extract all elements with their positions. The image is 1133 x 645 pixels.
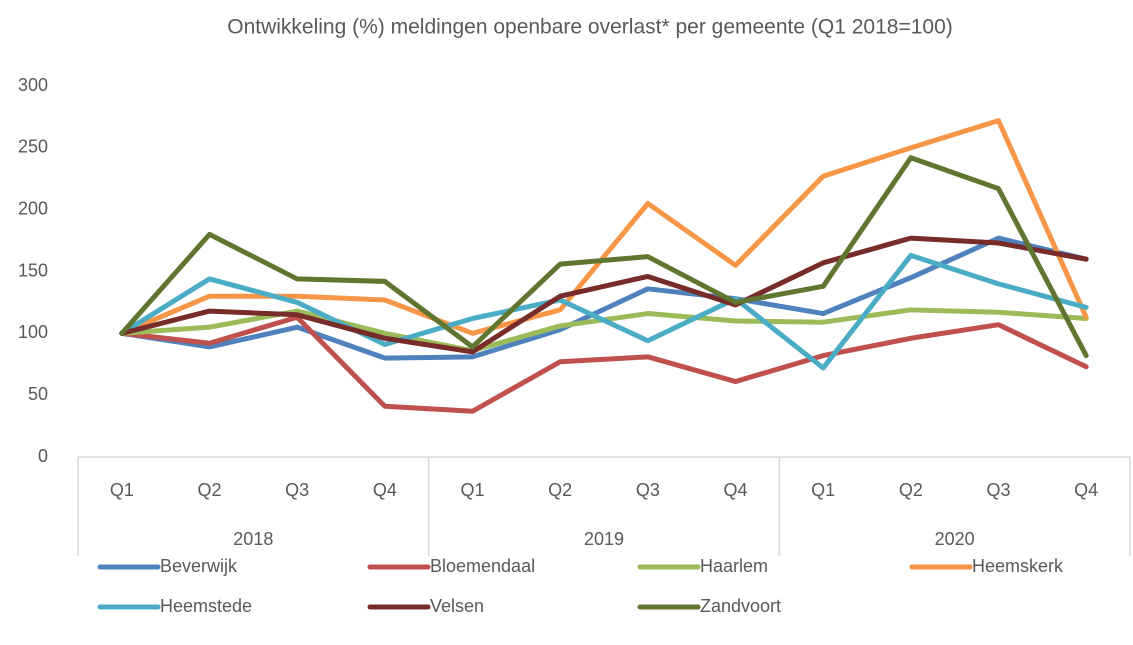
legend-label: Haarlem (700, 556, 768, 576)
x-tick-label: Q2 (548, 480, 572, 500)
x-tick-label: Q2 (899, 480, 923, 500)
series-line (119, 155, 1089, 359)
x-tick-label: Q3 (636, 480, 660, 500)
y-tick-label: 300 (18, 75, 48, 95)
y-tick-label: 150 (18, 260, 48, 280)
legend-label: Beverwijk (160, 556, 238, 576)
x-tick-label: Q4 (723, 480, 747, 500)
legend-label: Heemstede (160, 596, 252, 616)
legend-label: Velsen (430, 596, 484, 616)
chart-title: Ontwikkeling (%) meldingen openbare over… (227, 16, 953, 39)
x-tick-label: Q3 (986, 480, 1010, 500)
x-group-label: 2018 (233, 529, 273, 549)
series-line (119, 252, 1089, 371)
x-tick-label: Q4 (373, 480, 397, 500)
series-line (119, 235, 1089, 361)
x-tick-label: Q2 (197, 480, 221, 500)
x-group-label: 2019 (584, 529, 624, 549)
y-tick-label: 0 (38, 446, 48, 466)
x-tick-label: Q1 (110, 480, 134, 500)
series-line (119, 235, 1089, 355)
y-tick-label: 50 (28, 384, 48, 404)
x-tick-label: Q4 (1074, 480, 1098, 500)
x-tick-label: Q1 (460, 480, 484, 500)
legend-label: Bloemendaal (430, 556, 535, 576)
series-line (119, 118, 1089, 336)
legend-label: Zandvoort (700, 596, 781, 616)
x-group-label: 2020 (935, 529, 975, 549)
x-tick-label: Q3 (285, 480, 309, 500)
legend-label: Heemskerk (972, 556, 1064, 576)
y-tick-label: 100 (18, 322, 48, 342)
x-tick-label: Q1 (811, 480, 835, 500)
series-line (119, 314, 1089, 414)
y-tick-label: 200 (18, 198, 48, 218)
y-tick-label: 250 (18, 137, 48, 157)
